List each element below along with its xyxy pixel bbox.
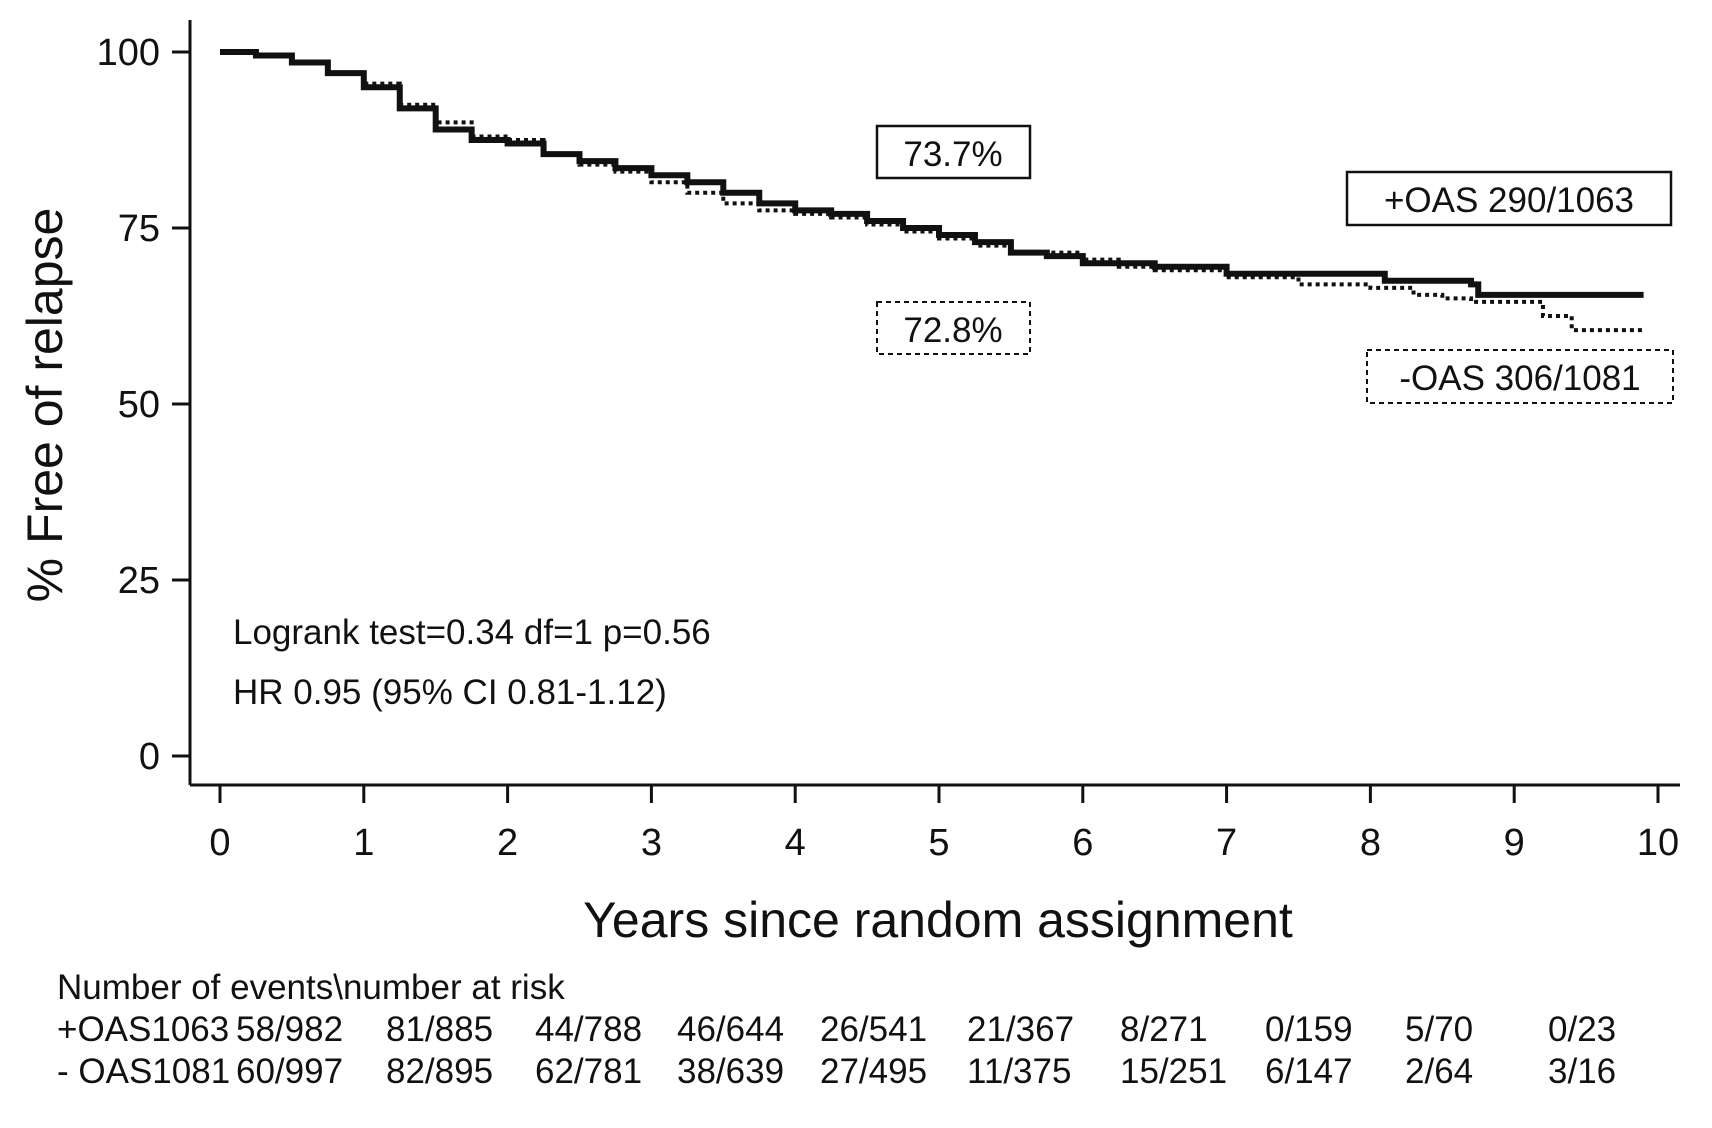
- risk-row-oas-plus: +OAS1063 58/982 81/885 44/788 46/644 26/541 2…: [55, 1010, 1705, 1052]
- x-ticks: 0 1 2 3 4 5 6 7 8 9 10: [209, 785, 1679, 864]
- x-tick-label: 10: [1637, 822, 1679, 864]
- series-layer: [220, 49, 1644, 333]
- risk-cell: 82/895: [386, 1052, 494, 1091]
- risk-cell: 58/982: [236, 1010, 344, 1049]
- risk-cell: 2/64: [1405, 1052, 1474, 1091]
- risk-cell: 62/781: [535, 1052, 643, 1091]
- logrank-text: Logrank test=0.34 df=1 p=0.56: [233, 613, 711, 652]
- y-tick-label: 50: [118, 384, 160, 426]
- risk-cell: 11/375: [967, 1052, 1072, 1091]
- x-tick-label: 8: [1360, 822, 1381, 864]
- risk-cell: 27/495: [820, 1052, 928, 1091]
- risk-cell: 3/16: [1548, 1052, 1617, 1091]
- x-tick-label: 5: [928, 822, 949, 864]
- risk-row-label: +OAS1063: [57, 1010, 230, 1049]
- legend-label-dotted: -OAS 306/1081: [1399, 359, 1640, 398]
- risk-cell: 15/251: [1120, 1052, 1228, 1091]
- risk-cell: 81/885: [386, 1010, 494, 1049]
- y-axis-title: % Free of relapse: [17, 208, 73, 603]
- x-tick-label: 4: [785, 822, 806, 864]
- x-tick-label: 7: [1216, 822, 1237, 864]
- x-tick-label: 2: [497, 822, 518, 864]
- legend-label-solid: +OAS 290/1063: [1384, 181, 1634, 220]
- annotation-box-solid-pct: [875, 124, 1032, 180]
- km-chart: 0 25 50 75 100 0 1 2 3 4 5 6 7 8 9 10 Years since rand…: [17, 20, 1680, 948]
- x-axis-title: Years since random assignment: [583, 892, 1293, 948]
- legend-box-dotted: [1366, 349, 1674, 404]
- risk-table-title-row: Number of events\number at risk: [55, 968, 1705, 1010]
- annotation-box-dotted-pct: [876, 301, 1031, 355]
- y-tick-label: 75: [118, 208, 160, 250]
- risk-cell: 38/639: [677, 1052, 785, 1091]
- risk-cell: 0/23: [1548, 1010, 1617, 1049]
- risk-cell: 6/147: [1265, 1052, 1353, 1091]
- series-line-oas-minus: [220, 50, 1644, 333]
- y-ticks: 0 25 50 75 100: [97, 32, 190, 778]
- risk-cell: 21/367: [967, 1010, 1075, 1049]
- risk-row-oas-minus: - OAS1081 60/997 82/895 62/781 38/639 27/495…: [55, 1052, 1705, 1094]
- hr-text: HR 0.95 (95% CI 0.81-1.12): [233, 673, 667, 712]
- risk-cell: 60/997: [236, 1052, 344, 1091]
- risk-table-title: Number of events\number at risk: [57, 968, 565, 1007]
- risk-cell: 26/541: [820, 1010, 928, 1049]
- risk-row-label: - OAS1081: [57, 1052, 231, 1091]
- risk-table: Number of events\number at risk +OAS1063…: [55, 968, 1705, 1094]
- annotation-solid-pct: 73.7%: [903, 135, 1002, 174]
- risk-cell: 5/70: [1405, 1010, 1474, 1049]
- x-tick-label: 6: [1072, 822, 1093, 864]
- risk-cell: 8/271: [1120, 1010, 1208, 1049]
- legend-box-solid: [1345, 170, 1673, 227]
- y-tick-label: 100: [97, 32, 160, 74]
- y-tick-label: 0: [139, 736, 160, 778]
- x-tick-label: 9: [1504, 822, 1525, 864]
- risk-cell: 0/159: [1265, 1010, 1353, 1049]
- y-tick-label: 25: [118, 560, 160, 602]
- x-tick-label: 1: [353, 822, 374, 864]
- annotation-dotted-pct: 72.8%: [903, 311, 1002, 350]
- x-tick-label: 0: [209, 822, 230, 864]
- risk-cell: 46/644: [677, 1010, 785, 1049]
- risk-cell: 44/788: [535, 1010, 643, 1049]
- x-tick-label: 3: [641, 822, 662, 864]
